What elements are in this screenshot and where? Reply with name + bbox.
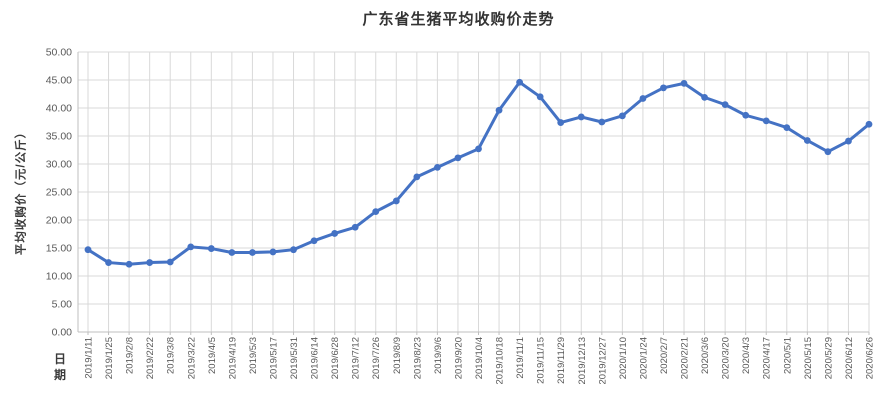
x-tick-label: 2019/8/23 [412, 337, 423, 379]
y-tick-label: 5.00 [52, 299, 73, 311]
data-point [742, 111, 750, 119]
x-tick-label: 2020/2/7 [659, 337, 670, 374]
data-point [516, 78, 524, 86]
data-point [310, 237, 318, 245]
data-point [721, 101, 729, 109]
x-tick-label: 2019/2/8 [125, 337, 136, 374]
x-tick-label: 2019/2/22 [145, 337, 156, 379]
data-point [495, 106, 503, 114]
data-point [845, 137, 852, 145]
x-tick-label: 2019/8/9 [392, 337, 403, 374]
x-tick-label: 2019/12/27 [597, 337, 608, 385]
data-point [84, 246, 92, 254]
data-point [598, 118, 606, 126]
y-tick-label: 35.00 [46, 131, 72, 143]
x-tick-label: 2019/1/11 [84, 337, 95, 379]
data-point [187, 243, 195, 251]
x-tick-label: 2020/4/17 [762, 337, 773, 379]
data-point [536, 93, 544, 101]
data-point [803, 137, 811, 144]
x-tick-label: 2020/5/29 [823, 337, 834, 379]
y-tick-label: 30.00 [46, 159, 72, 171]
data-point [701, 93, 708, 101]
data-point [290, 246, 297, 254]
x-tick-label: 2019/4/19 [227, 337, 238, 379]
data-point [454, 154, 462, 162]
y-tick-label: 45.00 [46, 75, 72, 87]
y-tick-label: 0.00 [52, 327, 73, 339]
data-point [125, 260, 133, 268]
data-point [105, 259, 112, 266]
y-tick-label: 40.00 [46, 103, 72, 115]
data-point [146, 259, 154, 266]
y-tick-label: 20.00 [46, 215, 72, 227]
x-tick-label: 2019/5/31 [289, 337, 300, 379]
x-tick-label: 2019/5/17 [268, 337, 279, 379]
data-point [331, 230, 339, 237]
y-tick-label: 10.00 [46, 271, 72, 283]
x-tick-label: 2019/5/3 [248, 337, 259, 374]
x-axis-title: 日期 [53, 352, 66, 382]
x-tick-label: 2019/3/22 [186, 337, 197, 379]
x-tick-label: 2019/7/12 [351, 337, 362, 379]
x-tick-label: 2019/9/20 [453, 337, 464, 379]
data-point [660, 84, 667, 92]
data-point [166, 258, 174, 266]
data-point [207, 245, 215, 252]
x-tick-label: 2019/10/4 [474, 337, 485, 379]
x-tick-label: 2019/11/29 [556, 337, 567, 384]
data-point [433, 163, 441, 171]
x-tick-label: 2019/9/6 [433, 337, 444, 374]
x-tick-label: 2020/1/10 [618, 337, 629, 379]
x-tick-label: 2019/4/5 [207, 337, 218, 374]
data-point [557, 119, 565, 126]
data-point [249, 249, 256, 256]
x-tick-label: 2019/12/13 [577, 337, 588, 385]
y-tick-label: 25.00 [46, 187, 72, 199]
x-tick-label: 2020/3/20 [721, 337, 732, 379]
data-point [392, 197, 400, 205]
y-tick-label: 15.00 [46, 243, 72, 255]
data-point [762, 117, 770, 125]
x-tick-label: 2019/10/18 [495, 337, 506, 385]
x-tick-label: 2020/2/21 [680, 337, 691, 379]
x-tick-label: 2020/4/3 [741, 337, 752, 374]
data-point [783, 124, 791, 131]
x-tick-label: 2020/6/12 [844, 337, 855, 379]
x-tick-label: 2020/5/15 [803, 337, 814, 379]
data-point [865, 120, 873, 128]
x-tick-label: 2019/6/28 [330, 337, 341, 379]
data-point [618, 112, 626, 120]
data-point [577, 113, 585, 121]
data-point [413, 173, 421, 181]
y-tick-label: 50.00 [46, 47, 72, 59]
data-point [475, 145, 482, 153]
x-tick-label: 2019/3/8 [166, 337, 177, 374]
x-tick-label: 2020/1/24 [638, 337, 649, 379]
x-tick-label: 2019/1/25 [104, 337, 115, 379]
x-tick-label: 2019/11/1 [515, 337, 526, 379]
chart-title: 广东省生猪平均收购价走势 [362, 11, 555, 28]
x-tick-label: 2020/5/1 [782, 337, 793, 374]
x-tick-label: 2019/11/15 [536, 337, 547, 384]
data-point [228, 249, 236, 256]
x-tick-label: 2020/6/26 [865, 337, 876, 379]
data-point [639, 95, 647, 102]
data-point [269, 248, 277, 256]
data-point [372, 208, 380, 216]
data-point [680, 79, 688, 87]
x-tick-label: 2019/7/26 [371, 337, 382, 379]
x-tick-label: 2019/6/14 [310, 337, 321, 379]
data-point [824, 148, 832, 156]
x-tick-label: 2020/3/6 [700, 337, 711, 374]
data-point [351, 223, 359, 231]
